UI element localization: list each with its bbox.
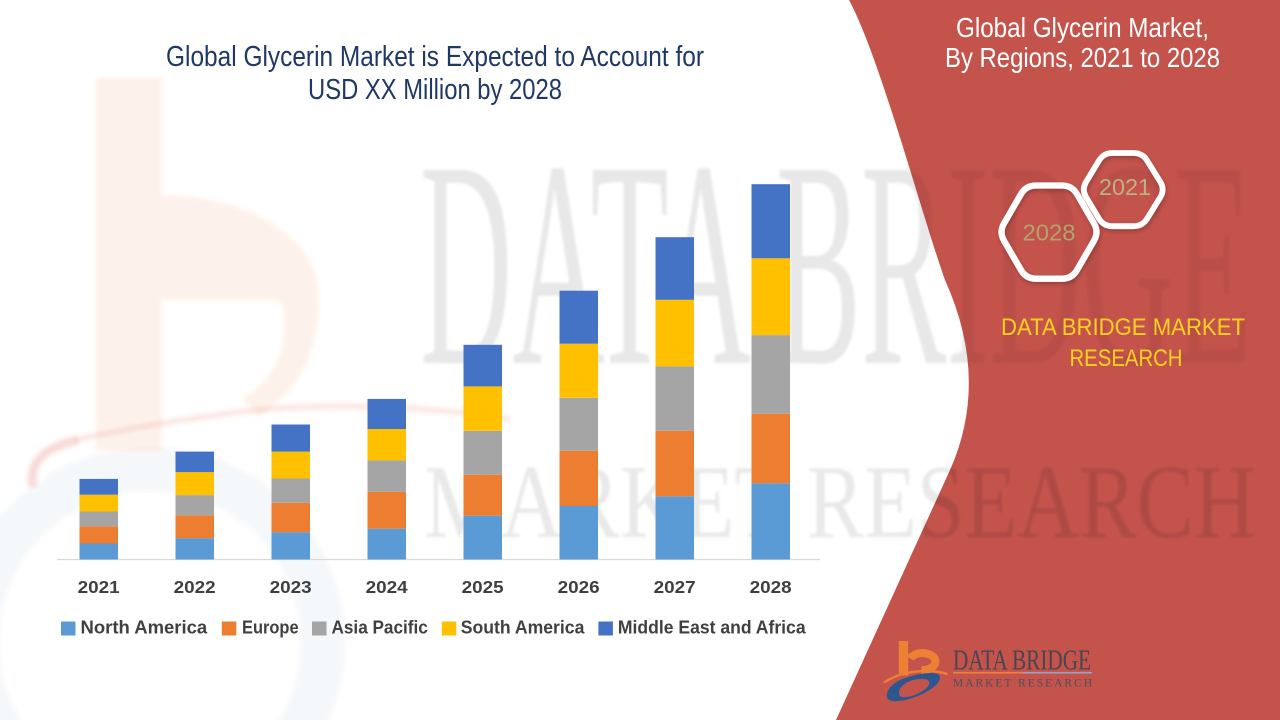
svg-text:2027: 2027: [654, 577, 696, 597]
svg-text:DATA BRIDGE: DATA BRIDGE: [953, 644, 1091, 676]
svg-text:2022: 2022: [174, 577, 216, 597]
svg-text:2025: 2025: [462, 577, 504, 597]
svg-text:MARKET RESEARCH: MARKET RESEARCH: [953, 677, 1092, 689]
svg-text:North America: North America: [81, 617, 208, 638]
svg-text:2023: 2023: [270, 577, 312, 597]
svg-text:Middle East and Africa: Middle East and Africa: [618, 617, 806, 638]
svg-text:2028: 2028: [1023, 220, 1076, 246]
svg-text:USD XX Million by 2028: USD XX Million by 2028: [308, 74, 562, 106]
svg-text:2028: 2028: [750, 577, 792, 597]
svg-text:DATA BRIDGE MARKET: DATA BRIDGE MARKET: [1001, 314, 1245, 341]
svg-text:2021: 2021: [1099, 174, 1151, 200]
svg-text:Global Glycerin Market,: Global Glycerin Market,: [956, 12, 1209, 43]
svg-text:By Regions, 2021 to 2028: By Regions, 2021 to 2028: [945, 42, 1220, 73]
svg-text:2021: 2021: [78, 577, 120, 597]
svg-text:2024: 2024: [366, 577, 408, 597]
svg-text:Asia Pacific: Asia Pacific: [332, 617, 428, 638]
svg-text:Global Glycerin Market is Expe: Global Glycerin Market is Expected to Ac…: [166, 41, 704, 73]
svg-text:Europe: Europe: [242, 617, 299, 638]
svg-text:South America: South America: [461, 617, 585, 638]
svg-text:2026: 2026: [558, 577, 600, 597]
svg-text:RESEARCH: RESEARCH: [1070, 345, 1183, 372]
